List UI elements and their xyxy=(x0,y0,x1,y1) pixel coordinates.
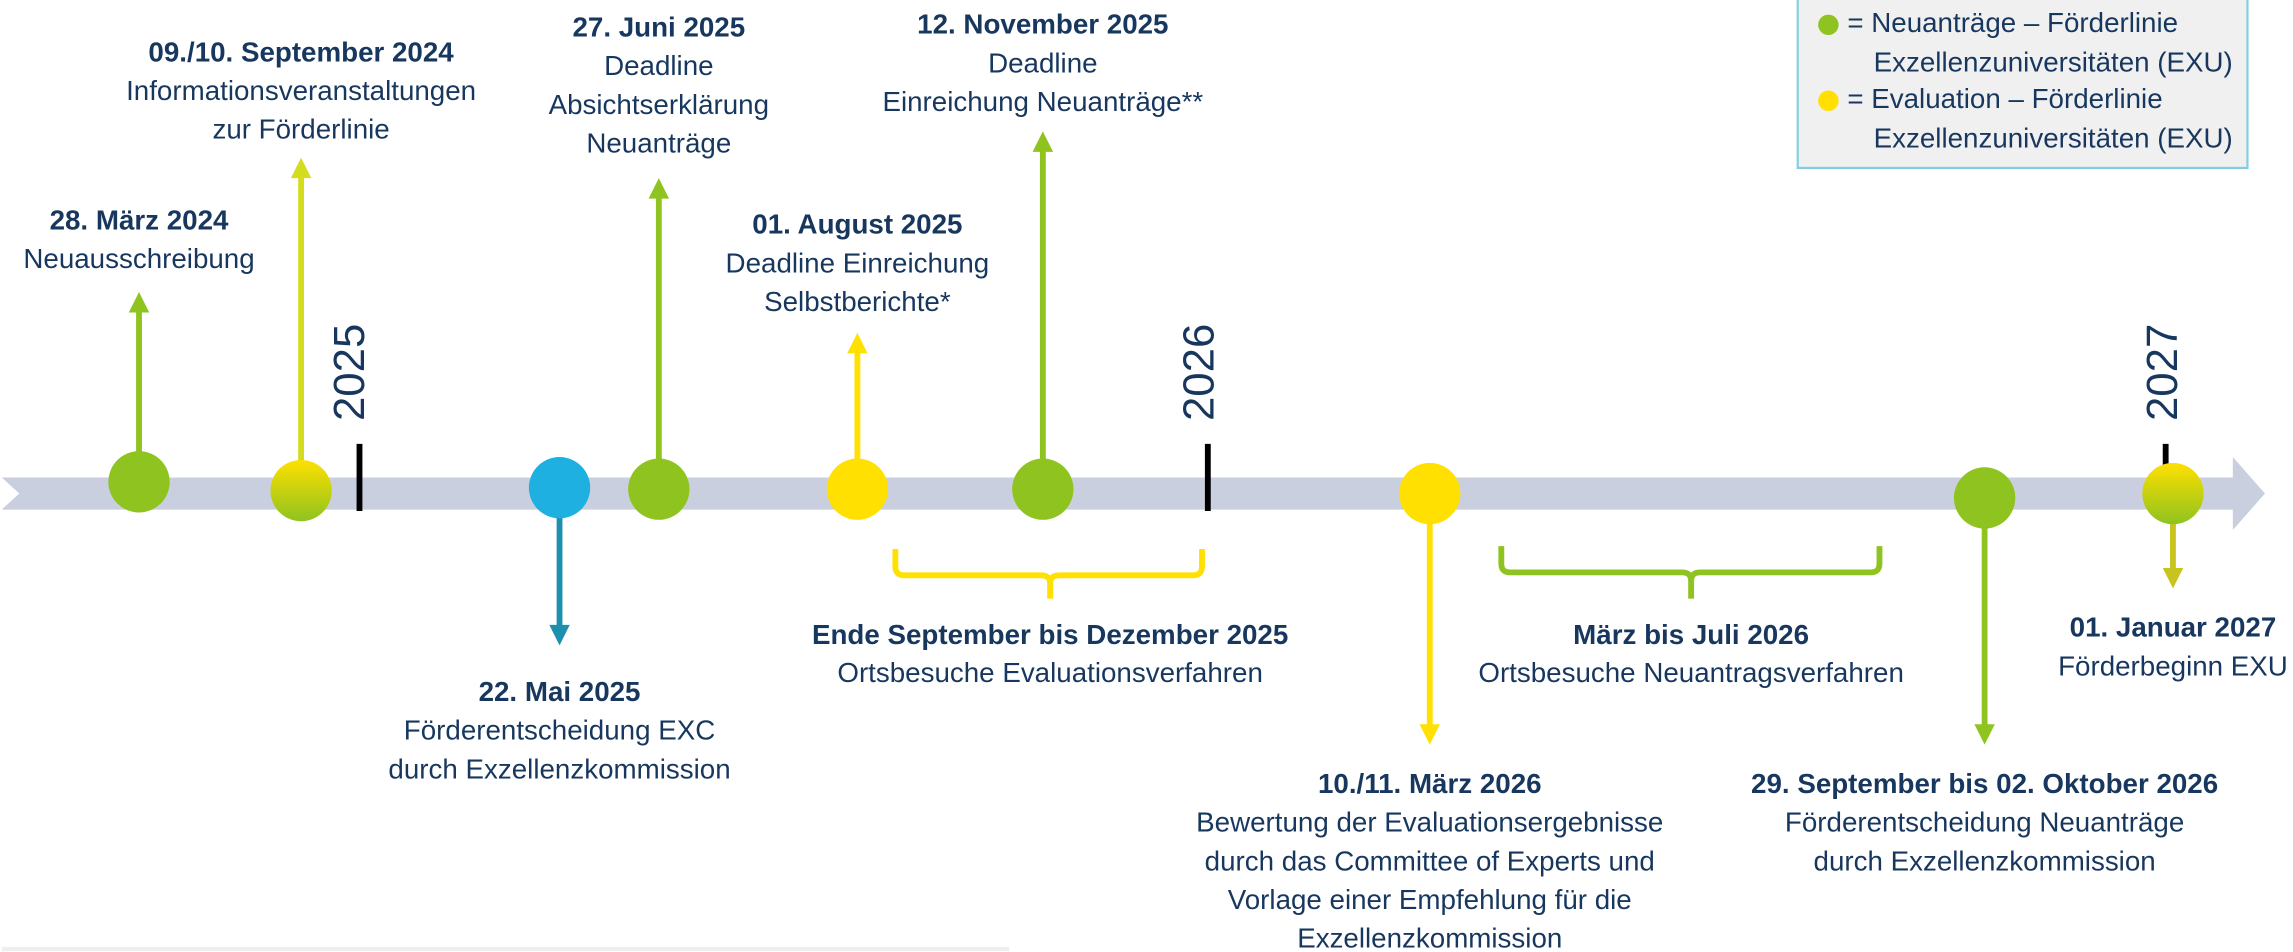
event-text: Deadline Einreichung xyxy=(726,247,990,278)
arrow-head xyxy=(648,178,670,199)
event-text: Bewertung der Evaluationsergebnisse xyxy=(1196,807,1663,838)
event-text: Neuausschreibung xyxy=(23,243,254,274)
event-dot xyxy=(1399,462,1461,525)
arrow-head xyxy=(290,157,312,179)
arrow-head xyxy=(1974,724,1995,745)
event-dot xyxy=(2142,462,2204,525)
legend-box xyxy=(1796,0,2249,170)
legend-text: = Neuanträge – Förderlinie xyxy=(1847,7,2178,38)
event-text: Deadline xyxy=(988,47,1097,78)
event-dot xyxy=(826,458,889,520)
event-title: 10./11. März 2026 xyxy=(1318,768,1542,799)
legend-text: Exzellenzuniversitäten (EXU) xyxy=(1874,47,2233,78)
event-text: Informationsveranstaltungen xyxy=(126,75,476,106)
event-title: 29. September bis 02. Oktober 2026 xyxy=(1751,768,2218,799)
arrow-head xyxy=(1419,724,1440,745)
arrow-head xyxy=(847,332,868,354)
period-brace xyxy=(892,549,1205,599)
arrow-head xyxy=(128,292,150,313)
period-title: Ende September bis Dezember 2025 xyxy=(812,619,1288,650)
year-label: 2025 xyxy=(325,324,374,421)
year-label: 2026 xyxy=(1175,324,1224,421)
event-text: Förderentscheidung EXC xyxy=(404,715,715,746)
event-text: Deadline xyxy=(604,50,713,81)
event-dot xyxy=(270,459,332,522)
year-label: 2027 xyxy=(2138,324,2187,421)
event-text: durch das Committee of Experts und xyxy=(1205,845,1655,876)
legend-text: Exzellenzuniversitäten (EXU) xyxy=(1874,122,2233,153)
event-text: Absichtserklärung xyxy=(549,89,769,120)
event-text: Förderentscheidung Neuanträge xyxy=(1785,807,2184,838)
event-title: 01. August 2025 xyxy=(752,209,962,240)
arrow-head xyxy=(549,624,570,646)
event-title: 01. Januar 2027 xyxy=(2070,612,2277,643)
time-axis xyxy=(1,457,2265,531)
event-title: 27. Juni 2025 xyxy=(572,12,745,43)
event-text: Vorlage einer Empfehlung für die xyxy=(1228,884,1632,915)
arrow-head xyxy=(1032,131,1054,152)
legend-dot xyxy=(1818,90,1839,111)
period-text: Ortsbesuche Neuantragsverfahren xyxy=(1478,657,1903,688)
event-title: 22. Mai 2025 xyxy=(479,676,641,707)
event-title: 12. November 2025 xyxy=(917,9,1168,40)
period-title: März bis Juli 2026 xyxy=(1573,619,1809,650)
legend-text: = Evaluation – Förderlinie xyxy=(1847,83,2162,114)
period-text: Ortsbesuche Evaluationsverfahren xyxy=(837,657,1263,688)
event-dot xyxy=(1012,458,1074,520)
event-text: durch Exzellenzkommission xyxy=(1814,845,2156,876)
event-text: Neuanträge xyxy=(586,128,731,159)
event-text: Einreichung Neuanträge** xyxy=(882,86,1203,117)
event-text: Exzellenzkommission xyxy=(1297,923,1562,952)
event-text: Förderbeginn EXU xyxy=(2058,650,2288,681)
event-title: 28. März 2024 xyxy=(50,204,229,235)
event-text: zur Förderlinie xyxy=(212,114,389,145)
event-dot xyxy=(528,457,591,519)
legend-dot xyxy=(1818,14,1839,36)
period-brace xyxy=(1498,546,1883,599)
event-title: 09./10. September 2024 xyxy=(148,36,454,67)
event-dot xyxy=(108,451,170,513)
event-dot xyxy=(1953,467,2016,529)
event-dot xyxy=(628,458,690,520)
event-text: Selbstberichte* xyxy=(764,286,951,317)
arrow-head xyxy=(2162,567,2184,589)
event-text: durch Exzellenzkommission xyxy=(388,753,730,784)
